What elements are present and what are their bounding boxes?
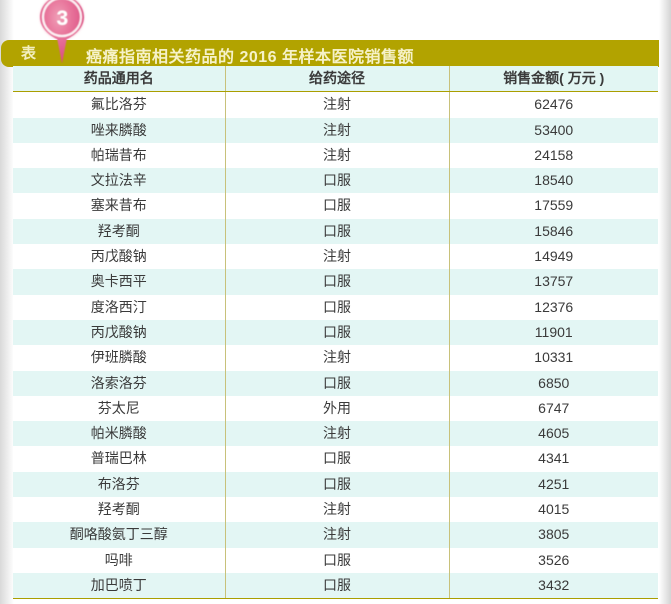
svg-text:3: 3	[56, 7, 68, 30]
